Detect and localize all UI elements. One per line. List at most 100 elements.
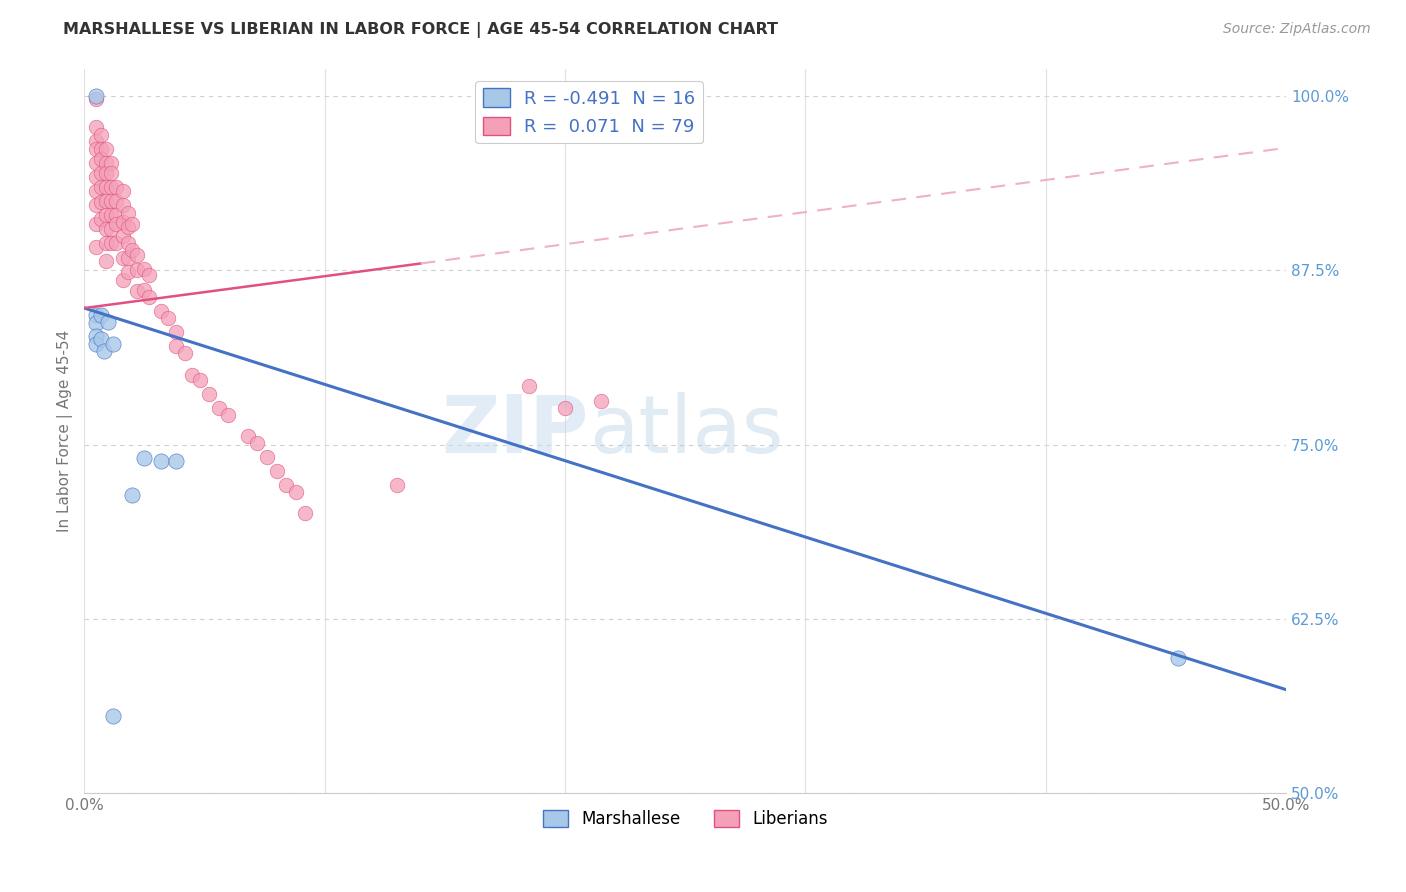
Point [84,134,107,148]
Point [90,166,112,180]
Point [84,92,107,106]
Point [165,325,187,339]
Point [84,142,107,156]
Point [104,235,127,250]
Point [117,251,139,265]
Point [84,156,107,170]
Point [150,454,173,468]
Point [93,344,115,359]
Point [1167,650,1189,665]
Point [84,317,107,331]
Point [104,218,127,232]
Point [134,283,156,297]
Point [90,180,112,194]
Point [100,166,122,180]
Point [101,709,124,723]
Point [127,248,149,262]
Point [111,198,134,212]
Point [188,374,211,388]
Point [84,240,107,254]
Point [117,206,139,220]
Point [117,265,139,279]
Point [236,429,259,443]
Point [134,262,156,277]
Point [94,156,117,170]
Point [90,195,112,210]
Point [100,235,122,250]
Point [84,308,107,322]
Point [117,220,139,235]
Point [385,478,408,492]
Point [198,387,221,401]
Point [94,253,117,268]
Point [174,345,197,359]
Point [294,506,316,520]
Point [208,401,231,416]
Point [150,303,173,318]
Point [165,338,187,352]
Point [94,142,117,156]
Point [94,208,117,222]
Point [84,184,107,198]
Point [84,170,107,185]
Point [84,329,107,343]
Point [94,221,117,235]
Point [100,180,122,194]
Point [84,120,107,134]
Point [90,332,112,346]
Point [589,394,612,409]
Point [90,142,112,156]
Point [111,184,134,198]
Point [84,218,107,232]
Point [100,208,122,222]
Point [94,166,117,180]
Point [517,379,540,393]
Text: ZIP: ZIP [441,392,589,469]
Point [138,290,160,304]
Point [104,180,127,194]
Point [94,180,117,194]
Point [121,218,143,232]
Point [104,208,127,222]
Text: MARSHALLESE VS LIBERIAN IN LABOR FORCE | AGE 45-54 CORRELATION CHART: MARSHALLESE VS LIBERIAN IN LABOR FORCE |… [63,22,779,38]
Point [218,409,240,423]
Point [100,156,122,170]
Point [111,228,134,243]
Legend: Marshallese, Liberians: Marshallese, Liberians [536,804,834,835]
Point [121,243,143,257]
Point [127,285,149,299]
Text: atlas: atlas [589,392,783,469]
Point [90,308,112,322]
Point [165,454,187,468]
Text: Source: ZipAtlas.com: Source: ZipAtlas.com [1223,22,1371,37]
Point [84,89,107,103]
Point [97,315,120,329]
Point [157,310,180,325]
Point [134,451,156,466]
Point [90,128,112,143]
Y-axis label: In Labor Force | Age 45-54: In Labor Force | Age 45-54 [58,329,73,532]
Point [84,198,107,212]
Point [181,368,204,382]
Point [284,484,307,499]
Point [266,464,288,478]
Point [90,211,112,226]
Point [104,194,127,208]
Point [90,152,112,166]
Point [100,221,122,235]
Point [276,478,298,492]
Point [100,194,122,208]
Point [246,436,269,450]
Point [256,450,278,464]
Point [111,273,134,287]
Point [94,235,117,250]
Point [127,263,149,277]
Point [554,401,576,416]
Point [94,194,117,208]
Point [84,337,107,351]
Point [111,215,134,229]
Point [138,268,160,282]
Point [101,337,124,351]
Point [111,251,134,265]
Point [117,235,139,250]
